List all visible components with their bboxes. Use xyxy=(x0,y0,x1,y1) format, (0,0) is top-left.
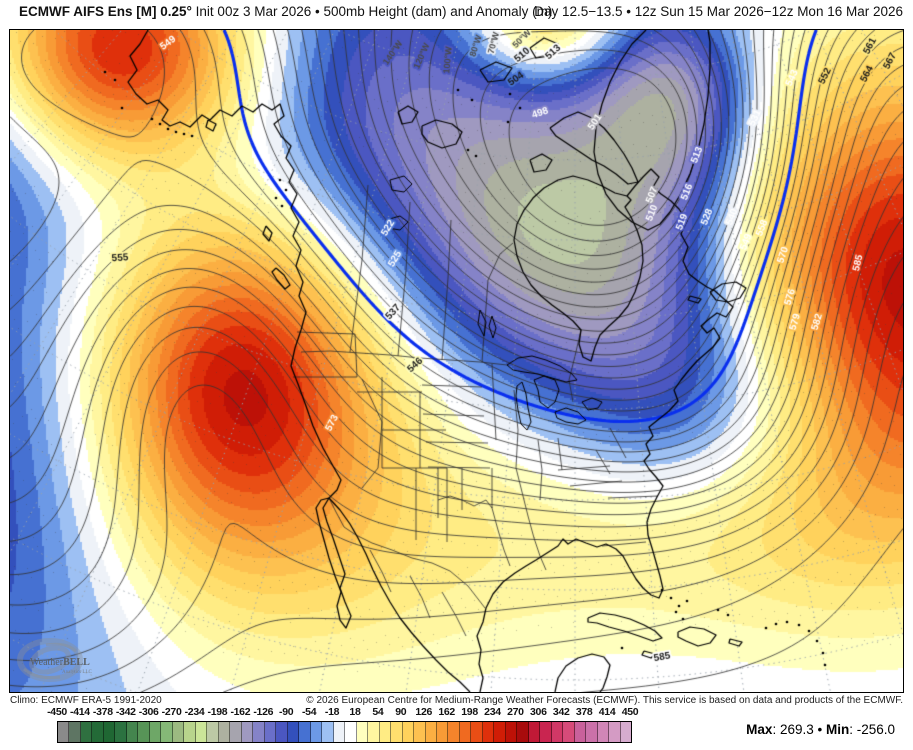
colorbar-tick-label: 378 xyxy=(575,706,593,718)
colorbar-segment xyxy=(448,722,460,742)
max-value: : 269.3 xyxy=(772,722,814,737)
colorbar-tick-label: 90 xyxy=(395,706,407,718)
map-frame: WeatherBELL Analytics LLC xyxy=(9,29,904,693)
colorbar-tick-labels: -450 -414 -378 -342 -306 -270 -234 -198 -162 -126… xyxy=(47,706,639,719)
colorbar-segment xyxy=(126,722,139,742)
colorbar-segment xyxy=(322,722,334,742)
max-min-readout: Max: 269.3 • Min: -256.0 xyxy=(746,722,895,737)
colorbar-segment xyxy=(517,722,529,742)
colorbar-segment xyxy=(207,722,219,742)
colorbar-tick-label: 306 xyxy=(530,706,547,718)
colorbar-tick-label: 414 xyxy=(598,706,616,718)
colorbar-segment xyxy=(414,722,426,742)
colorbar-segment xyxy=(368,722,380,742)
colorbar-tick-label: 270 xyxy=(507,706,524,718)
colorbar-segment xyxy=(310,722,323,742)
colorbar-segment xyxy=(356,722,369,742)
colorbar-segment xyxy=(287,722,300,742)
colorbar-tick-label: -450 xyxy=(47,706,67,718)
colorbar-tick-label: 18 xyxy=(349,706,361,718)
valid-time-text: Day 12.5−13.5 • 12z Sun 15 Mar 2026−12z … xyxy=(534,4,903,19)
model-name: ECMWF AIFS Ens [M] 0.25° xyxy=(19,4,192,19)
colorbar-segment xyxy=(620,722,632,742)
colorbar-segment xyxy=(149,722,162,742)
colorbar-tick-label: 54 xyxy=(372,706,384,718)
map-canvas xyxy=(10,30,903,692)
colorbar-segment xyxy=(402,722,415,742)
colorbar-segment xyxy=(333,722,346,742)
colorbar-segment xyxy=(161,722,173,742)
colorbar-segment xyxy=(597,722,610,742)
colorbar-segment xyxy=(391,722,403,742)
colorbar-tick-label: 234 xyxy=(484,706,501,718)
colorbar-segment xyxy=(436,722,449,742)
colorbar-segment xyxy=(80,722,93,742)
colorbar-segment xyxy=(471,722,483,742)
colorbar-tick-label: 198 xyxy=(461,706,478,718)
colorbar-segment xyxy=(528,722,541,742)
colorbar-segment xyxy=(494,722,506,742)
colorbar-segment xyxy=(540,722,552,742)
colorbar-segment xyxy=(563,722,575,742)
colorbar-segment xyxy=(574,722,587,742)
colorbar-tick-label: 450 xyxy=(621,706,639,718)
colorbar-tick-label: -234 xyxy=(184,706,205,718)
colorbar-segment xyxy=(264,722,277,742)
max-label: Max xyxy=(746,722,773,737)
attribution-row: Climo: ECMWF ERA-5 1991-2020 © 2026 Euro… xyxy=(10,695,903,706)
colorbar-tick-label: -90 xyxy=(279,706,294,718)
titlebar: ECMWF AIFS Ens [M] 0.25° Init 00z 3 Mar … xyxy=(0,0,913,29)
colorbar-segment xyxy=(218,722,231,742)
colorbar-segment xyxy=(58,722,70,742)
colorbar-tick-label: -342 xyxy=(115,706,136,718)
min-value: : -256.0 xyxy=(849,722,895,737)
colorbar-tick-label: -18 xyxy=(324,706,340,718)
colorbar-tick-label: 126 xyxy=(415,706,433,718)
copyright-text: © 2026 European Centre for Medium-Range … xyxy=(306,695,903,706)
colorbar-tick-label: -414 xyxy=(69,706,90,718)
colorbar-tick-label: -162 xyxy=(230,706,251,718)
colorbar-segment xyxy=(459,722,472,742)
colorbar-tick-label: -378 xyxy=(92,706,113,718)
colorbar-tick-label: 342 xyxy=(552,706,570,718)
colorbar-segment xyxy=(195,722,208,742)
colorbar-segment xyxy=(276,722,288,742)
colorbar-tick-label: -126 xyxy=(253,706,274,718)
colorbar-segment xyxy=(586,722,598,742)
colorbar-tick-label: 162 xyxy=(438,706,455,718)
colorbar-tick-label: -306 xyxy=(138,706,159,718)
init-and-field-text: Init 00z 3 Mar 2026 • 500mb Height (dam)… xyxy=(191,4,553,19)
colorbar-segment xyxy=(505,722,518,742)
colorbar-segment xyxy=(115,722,127,742)
colorbar-segment xyxy=(92,722,104,742)
colorbar-tick-label: -54 xyxy=(301,706,317,718)
colorbar-tick-label: -198 xyxy=(207,706,228,718)
colorbar-tick-label: -270 xyxy=(161,706,182,718)
colorbar-segment xyxy=(551,722,564,742)
colorbar-segment xyxy=(379,722,392,742)
colorbar-segment xyxy=(241,722,254,742)
colorbar-segment xyxy=(425,722,437,742)
colorbar-segment xyxy=(299,722,311,742)
colorbar-segment xyxy=(184,722,196,742)
colorbar-segment xyxy=(172,722,185,742)
colorbar: -450 -414 -378 -342 -306 -270 -234 -198 -162 -126… xyxy=(47,706,639,744)
colorbar-segment xyxy=(103,722,116,742)
climo-text: Climo: ECMWF ERA-5 1991-2020 xyxy=(10,695,162,706)
maxmin-separator: • xyxy=(813,722,826,737)
colorbar-segment xyxy=(230,722,242,742)
colorbar-segment xyxy=(253,722,265,742)
colorbar-gradient xyxy=(57,721,632,743)
colorbar-segment xyxy=(482,722,495,742)
colorbar-segment xyxy=(609,722,621,742)
colorbar-segment xyxy=(69,722,81,742)
map-title: ECMWF AIFS Ens [M] 0.25° Init 00z 3 Mar … xyxy=(19,4,552,19)
colorbar-segment xyxy=(138,722,150,742)
min-label: Min xyxy=(825,722,850,737)
colorbar-segment xyxy=(345,722,357,742)
